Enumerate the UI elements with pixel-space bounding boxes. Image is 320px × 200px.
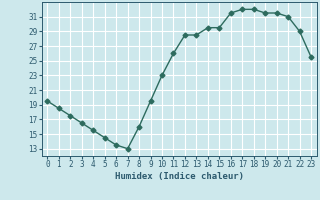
- X-axis label: Humidex (Indice chaleur): Humidex (Indice chaleur): [115, 172, 244, 181]
